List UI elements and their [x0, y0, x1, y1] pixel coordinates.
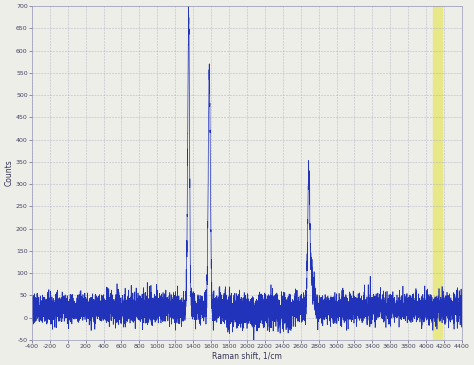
Y-axis label: Counts: Counts [4, 160, 13, 187]
X-axis label: Raman shift, 1/cm: Raman shift, 1/cm [212, 352, 282, 361]
Bar [433, 6, 442, 340]
